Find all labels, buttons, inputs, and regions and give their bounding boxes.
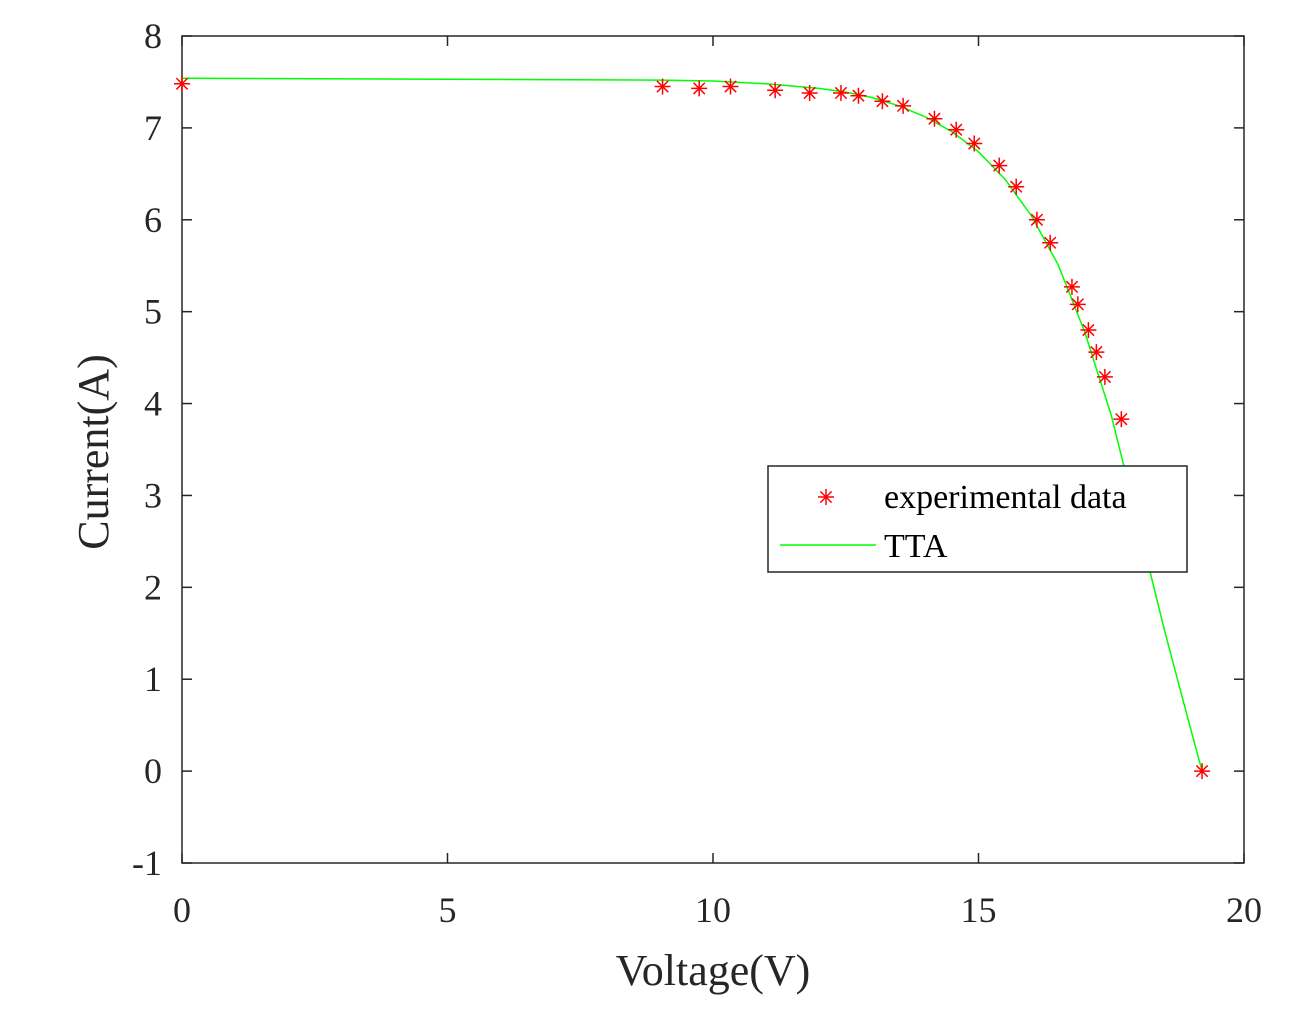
y-tick-label: 1 [144, 659, 162, 699]
x-axis-title: Voltage(V) [616, 946, 811, 995]
legend-marker-experimental [818, 489, 834, 505]
data-point-marker [1096, 368, 1113, 385]
data-point-marker [895, 97, 912, 114]
x-tick-label: 15 [961, 890, 997, 930]
y-axis-title: Current(A) [69, 354, 118, 550]
data-point-marker [948, 121, 965, 138]
data-point-marker [850, 87, 867, 104]
data-point-marker [691, 80, 708, 97]
data-point-marker [1194, 763, 1211, 780]
data-point-marker [767, 82, 784, 99]
y-tick-label: 2 [144, 567, 162, 607]
data-point-marker [174, 75, 190, 92]
data-point-marker [1008, 178, 1025, 195]
data-point-marker [926, 110, 943, 127]
data-point-marker [874, 93, 891, 110]
data-point-marker [801, 84, 818, 101]
data-point-marker [1113, 411, 1130, 428]
y-tick-label: 5 [144, 292, 162, 332]
x-tick-label: 0 [173, 890, 191, 930]
data-point-marker [1028, 211, 1045, 228]
y-tick-label: 3 [144, 475, 162, 515]
y-tick-label: 7 [144, 108, 162, 148]
data-point-marker [722, 78, 739, 95]
data-point-marker [991, 157, 1008, 174]
data-point-marker [966, 135, 983, 152]
y-tick-label: 4 [144, 384, 162, 424]
data-point-marker [1042, 234, 1059, 251]
data-point-marker [1088, 344, 1105, 361]
y-tick-label: 8 [144, 16, 162, 56]
plot-area [181, 35, 1245, 864]
x-tick-label: 5 [439, 890, 457, 930]
data-point-marker [654, 78, 671, 95]
data-point-marker [1069, 296, 1086, 313]
y-tick-label: 6 [144, 200, 162, 240]
data-point-marker [1080, 322, 1097, 339]
y-tick-label: 0 [144, 751, 162, 791]
y-tick-label: -1 [132, 843, 162, 883]
data-point-marker [1063, 278, 1080, 295]
legend-box [767, 465, 1188, 573]
legend-label-experimental: experimental data [884, 479, 1127, 516]
legend: experimental data TTA [767, 465, 1188, 573]
x-tick-label: 10 [695, 890, 731, 930]
axis-ticks [181, 35, 1245, 864]
data-point-marker [832, 84, 849, 101]
x-tick-labels: 0 5 10 15 20 [173, 890, 1262, 930]
legend-asterisk-icon [818, 489, 834, 505]
legend-label-tta: TTA [884, 528, 948, 565]
x-tick-label: 20 [1226, 890, 1262, 930]
y-tick-labels: -1 0 1 2 3 4 5 6 7 8 [132, 16, 162, 883]
